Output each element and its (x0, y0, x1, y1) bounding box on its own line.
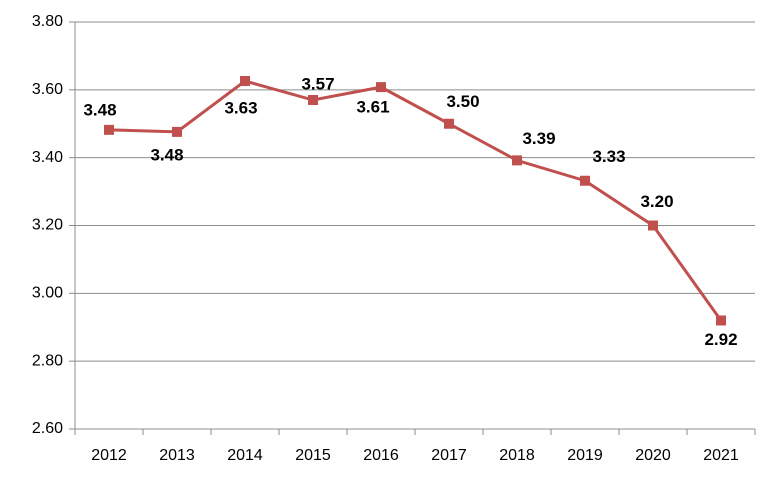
value-label: 3.50 (446, 92, 479, 111)
y-tick-label: 3.40 (32, 149, 63, 166)
marker (308, 95, 318, 106)
value-label: 3.61 (356, 98, 389, 117)
x-tick-label: 2021 (703, 447, 739, 464)
marker (580, 175, 590, 186)
line (108, 79, 723, 322)
value-label: 3.39 (522, 129, 555, 148)
x-tick-label: 2019 (567, 447, 603, 464)
x-tick-label: 2014 (227, 447, 263, 464)
marker (104, 124, 114, 135)
value-label: 3.57 (301, 74, 334, 93)
x-tick-label: 2013 (159, 447, 195, 464)
value-label: 3.63 (224, 98, 257, 117)
y-tick-label: 3.60 (32, 81, 63, 98)
x-tick-label: 2017 (431, 447, 467, 464)
x-tick-label: 2015 (295, 447, 331, 464)
value-label: 2.92 (704, 330, 737, 349)
value-label: 3.48 (83, 100, 116, 119)
value-label: 3.33 (592, 147, 625, 166)
x-tick-label: 2020 (635, 447, 671, 464)
y-tick-label: 3.00 (32, 285, 63, 302)
marker (172, 126, 182, 137)
marker (716, 315, 726, 326)
value-label: 3.48 (150, 145, 183, 164)
marker (444, 118, 454, 129)
marker (240, 76, 250, 87)
y-tick-label: 2.80 (32, 352, 63, 369)
marker (512, 155, 522, 166)
value-label: 3.20 (640, 192, 673, 211)
x-tick-label: 2018 (499, 447, 535, 464)
y-tick-label: 3.20 (32, 217, 63, 234)
y-tick-label: 2.60 (32, 420, 63, 437)
y-tick-label: 3.80 (32, 13, 63, 30)
marker (648, 220, 658, 231)
x-tick-label: 2016 (363, 447, 399, 464)
marker (376, 82, 386, 93)
x-tick-label: 2012 (91, 447, 127, 464)
